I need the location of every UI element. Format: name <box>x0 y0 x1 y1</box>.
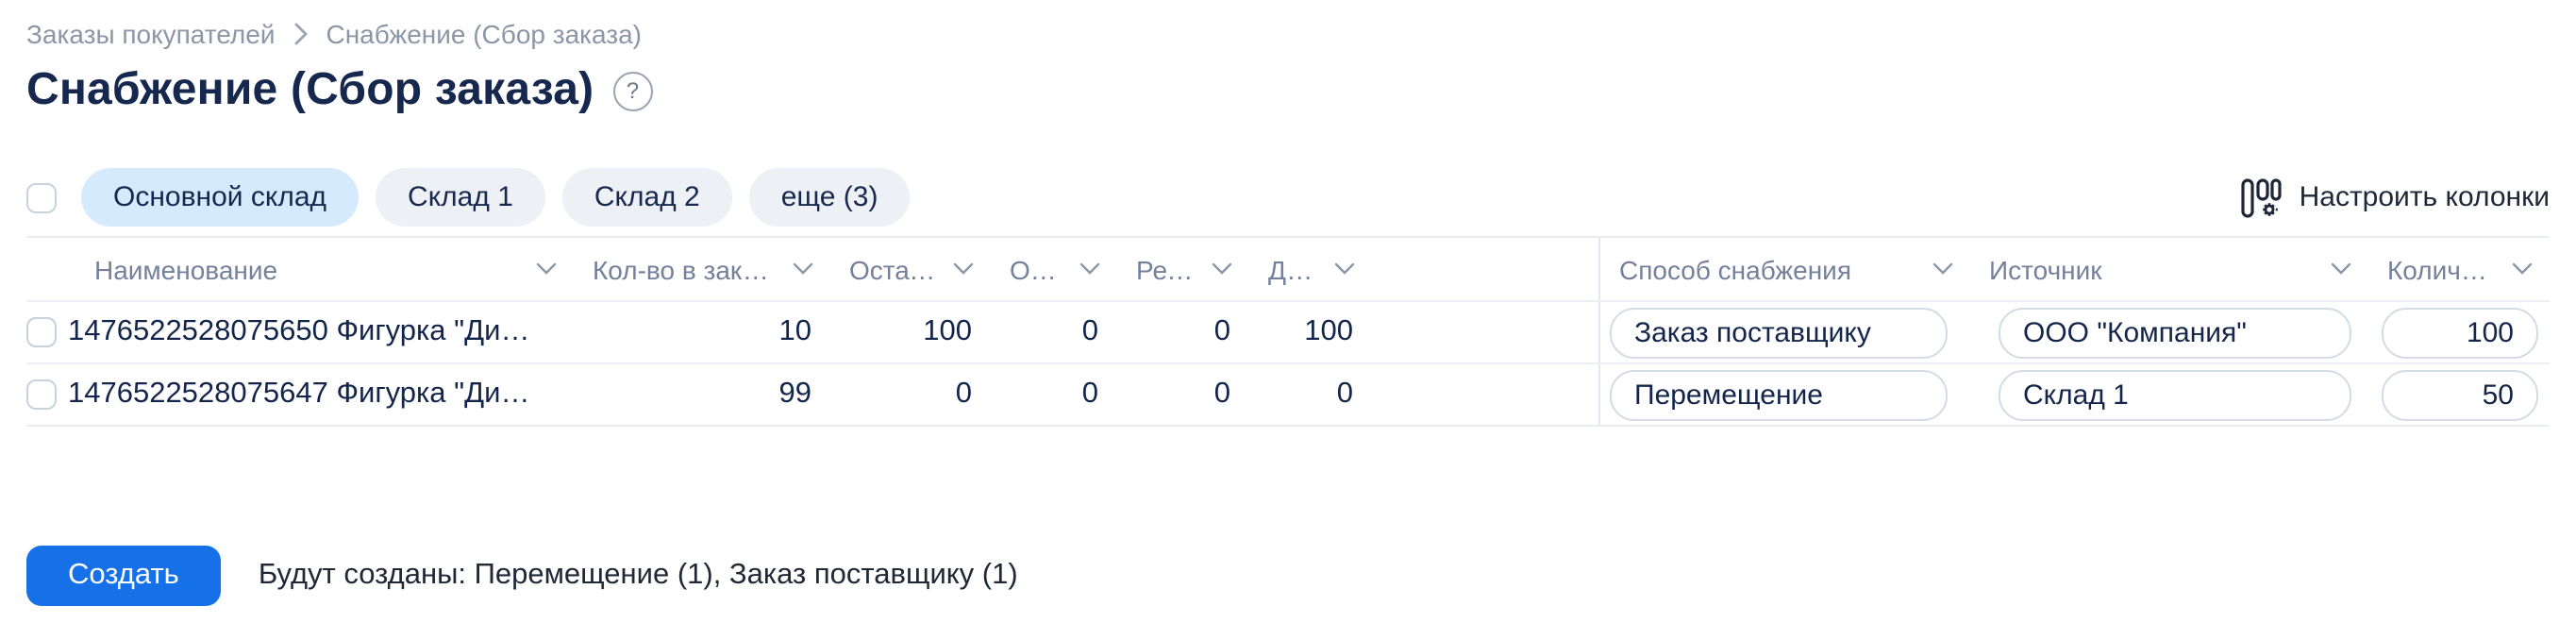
product-name-cell: 1476522528075647 Фигурка "Ди… <box>26 364 574 425</box>
available-value: 100 <box>1304 315 1353 347</box>
column-menu-chevron-icon[interactable] <box>2331 262 2351 276</box>
column-header-awaiting: Ожидание <box>991 238 1117 300</box>
supply-table: Наименование Кол-во в заказе Остаток Ожи… <box>26 236 2550 427</box>
stock-value: 0 <box>955 378 972 410</box>
breadcrumb-chevron-icon <box>294 23 308 45</box>
column-menu-chevron-icon[interactable] <box>2512 262 2533 276</box>
filter-bar: Основной склад Склад 1 Склад 2 еще (3) Н… <box>26 168 2550 227</box>
table-header-row: Наименование Кол-во в заказе Остаток Ожи… <box>26 238 2550 300</box>
column-menu-chevron-icon[interactable] <box>1212 262 1232 276</box>
qty-in-order-value: 99 <box>778 378 812 410</box>
table-row: 1476522528075650 Фигурка "Ди… 10 100 0 0… <box>26 300 2550 362</box>
help-icon[interactable]: ? <box>612 71 653 110</box>
row-checkbox[interactable] <box>26 317 57 347</box>
column-header-reserve: Резерв <box>1117 238 1249 300</box>
column-menu-chevron-icon[interactable] <box>1334 262 1355 276</box>
column-menu-chevron-icon[interactable] <box>1079 262 1100 276</box>
column-menu-chevron-icon[interactable] <box>793 262 813 276</box>
chip-warehouse-1[interactable]: Склад 1 <box>376 168 545 227</box>
stock-value: 100 <box>923 315 972 347</box>
source-select[interactable]: Склад 1 <box>1999 369 2351 420</box>
reserve-value: 0 <box>1213 378 1230 410</box>
column-header-supply-method: Способ снабжения <box>1598 238 1970 300</box>
configure-columns-button[interactable]: Настроить колонки <box>2241 177 2550 218</box>
column-header-stock: Остаток <box>830 238 991 300</box>
header-filler <box>1372 238 1598 300</box>
configure-columns-label: Настроить колонки <box>2299 181 2550 213</box>
table-row: 1476522528075647 Фигурка "Ди… 99 0 0 0 0… <box>26 362 2550 425</box>
column-header-quantity: Количест… <box>2368 238 2550 300</box>
select-all-checkbox[interactable] <box>26 182 57 212</box>
column-header-qty-in-order: Кол-во в заказе <box>574 238 830 300</box>
title-row: Снабжение (Сбор заказа) ? <box>26 64 2550 117</box>
product-name[interactable]: 1476522528075647 Фигурка "Ди… <box>68 378 530 410</box>
page-title: Снабжение (Сбор заказа) <box>26 64 594 115</box>
quantity-input[interactable]: 50 <box>2382 369 2538 420</box>
column-menu-chevron-icon[interactable] <box>953 262 974 276</box>
column-menu-chevron-icon[interactable] <box>1932 262 1953 276</box>
supply-method-select[interactable]: Заказ поставщику <box>1610 307 1948 358</box>
product-name[interactable]: 1476522528075650 Фигурка "Ди… <box>68 315 530 347</box>
create-button[interactable]: Создать <box>26 546 221 606</box>
chip-more[interactable]: еще (3) <box>748 168 911 227</box>
row-checkbox[interactable] <box>26 379 57 410</box>
creation-summary: Будут созданы: Перемещение (1), Заказ по… <box>258 559 1018 591</box>
chip-main-warehouse[interactable]: Основной склад <box>81 168 360 227</box>
column-header-source: Источник <box>1970 238 2368 300</box>
breadcrumb-current: Снабжение (Сбор заказа) <box>326 19 643 49</box>
source-select[interactable]: ООО "Компания" <box>1999 307 2351 358</box>
supply-method-select[interactable]: Перемещение <box>1610 369 1948 420</box>
supply-method-cell: Заказ поставщику <box>1598 302 1970 362</box>
awaiting-value: 0 <box>1081 378 1098 410</box>
quantity-cell: 100 <box>2368 302 2550 362</box>
warehouse-chips: Основной склад Склад 1 Склад 2 еще (3) <box>81 168 911 227</box>
awaiting-value: 0 <box>1081 315 1098 347</box>
available-value: 0 <box>1336 378 1353 410</box>
column-menu-chevron-icon[interactable] <box>536 262 557 276</box>
reserve-value: 0 <box>1213 315 1230 347</box>
source-cell: Склад 1 <box>1970 364 2368 425</box>
source-cell: ООО "Компания" <box>1970 302 2368 362</box>
product-name-cell: 1476522528075650 Фигурка "Ди… <box>26 302 574 362</box>
chip-warehouse-2[interactable]: Склад 2 <box>561 168 732 227</box>
column-header-available: Доступно <box>1249 238 1372 300</box>
quantity-input[interactable]: 100 <box>2382 307 2538 358</box>
footer-bar: Создать Будут созданы: Перемещение (1), … <box>26 546 2550 606</box>
quantity-cell: 50 <box>2368 364 2550 425</box>
supply-method-cell: Перемещение <box>1598 364 1970 425</box>
breadcrumb: Заказы покупателей Снабжение (Сбор заказ… <box>26 0 2550 49</box>
breadcrumb-link-customer-orders[interactable]: Заказы покупателей <box>26 19 276 49</box>
column-header-name: Наименование <box>26 238 574 300</box>
columns-settings-icon <box>2241 177 2283 218</box>
qty-in-order-value: 10 <box>778 315 812 347</box>
